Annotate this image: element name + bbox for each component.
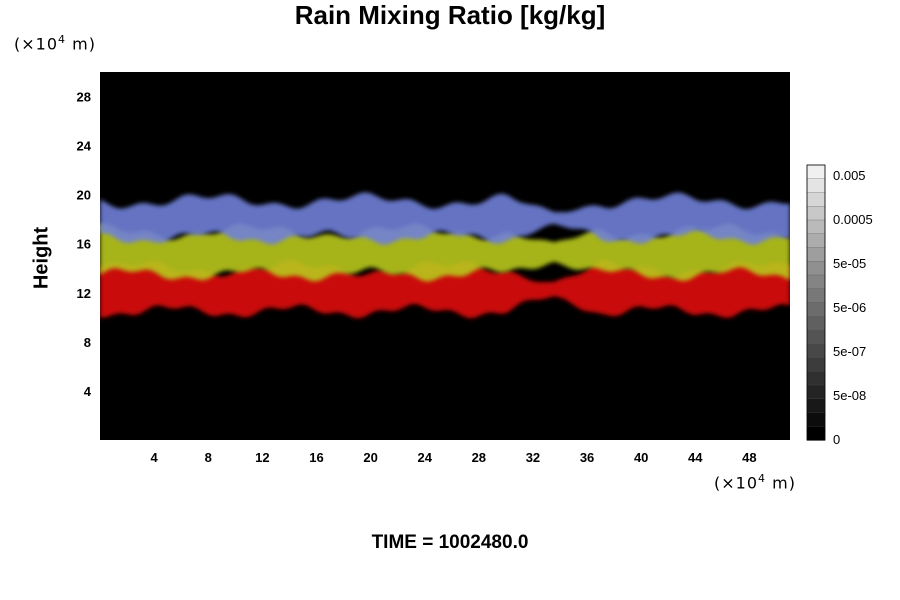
colorbar-swatch — [806, 316, 826, 331]
colorbar-label: 0 — [833, 432, 840, 447]
colorbar-swatch — [806, 343, 826, 359]
x-axis-unit: (×104 m) — [714, 472, 796, 493]
x-tick-label: 24 — [417, 450, 432, 465]
colorbar-label: 0.005 — [833, 168, 866, 183]
colorbar-swatch — [806, 192, 826, 207]
y-tick-label: 12 — [77, 286, 91, 301]
colorbar-swatch — [806, 164, 826, 180]
colorbar-label: 5e-05 — [833, 256, 866, 271]
x-tick-label: 12 — [255, 450, 269, 465]
chart-title: Rain Mixing Ratio [kg/kg] — [294, 0, 606, 30]
colorbar-swatch — [806, 398, 826, 414]
rain-field — [100, 192, 790, 319]
x-tick-label: 36 — [580, 450, 594, 465]
y-axis-label: Height — [30, 226, 53, 290]
colorbar-swatch — [806, 206, 826, 221]
layer-upper — [100, 192, 790, 245]
x-axis: 4 8 12 16 20 24 28 32 36 40 44 48 — [151, 450, 757, 465]
colorbar-swatch — [806, 247, 826, 262]
colorbar-swatch — [806, 178, 826, 194]
x-tick-label: 48 — [742, 450, 756, 465]
colorbar-label: 5e-08 — [833, 388, 866, 403]
colorbar-label: 0.0005 — [833, 212, 873, 227]
y-tick-label: 16 — [77, 237, 91, 252]
x-tick-label: 16 — [309, 450, 323, 465]
y-tick-label: 20 — [77, 188, 91, 203]
colorbar-swatch — [806, 233, 826, 249]
colorbar-swatch — [806, 329, 826, 345]
colorbar-swatch — [806, 371, 826, 386]
y-axis: 4 8 12 16 20 24 28 — [77, 90, 92, 399]
colorbar-swatch — [806, 384, 826, 400]
x-tick-label: 8 — [205, 450, 212, 465]
colorbar: 0.005 0.0005 5e-05 5e-06 5e-07 5e-08 0 — [806, 164, 873, 447]
colorbar-swatch — [806, 426, 826, 441]
y-tick-label: 28 — [77, 90, 91, 105]
y-tick-label: 8 — [84, 335, 91, 350]
colorbar-label: 5e-06 — [833, 300, 866, 315]
colorbar-swatch — [806, 261, 826, 276]
x-tick-label: 44 — [688, 450, 703, 465]
colorbar-swatch — [806, 288, 826, 304]
x-tick-label: 32 — [526, 450, 540, 465]
colorbar-swatch — [806, 219, 826, 235]
y-tick-label: 4 — [84, 384, 92, 399]
colorbar-swatch — [806, 357, 826, 372]
layer-lower — [100, 259, 790, 319]
colorbar-label: 5e-07 — [833, 344, 866, 359]
time-label: TIME = 1002480.0 — [371, 532, 529, 553]
x-tick-label: 4 — [151, 450, 159, 465]
x-tick-label: 28 — [472, 450, 486, 465]
x-tick-label: 20 — [363, 450, 377, 465]
y-tick-label: 24 — [77, 139, 92, 154]
x-tick-label: 40 — [634, 450, 648, 465]
colorbar-swatch — [806, 274, 826, 290]
colorbar-swatch — [806, 412, 826, 427]
y-axis-unit: (×104 m) — [14, 33, 96, 54]
colorbar-swatch — [806, 302, 826, 317]
